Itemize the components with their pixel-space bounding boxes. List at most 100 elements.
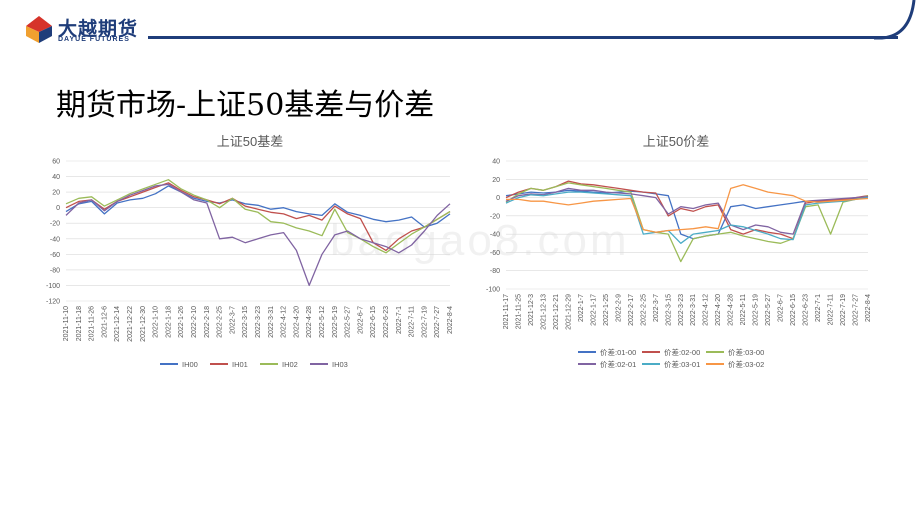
y-tick-label: 20 [492,177,500,184]
legend-label: 价差:02-01 [600,359,636,369]
brand-name-en: DAYUE FUTURES [58,36,130,43]
x-tick-label: 2022-1-7 [578,294,585,322]
brand-logo-icon [26,16,52,43]
x-tick-label: 2022-8-4 [447,306,454,334]
x-tick-label: 2022-1-18 [165,306,172,338]
legend-label: 价差:03-00 [728,347,764,357]
legend-label: 价差:02-00 [664,347,700,357]
x-tick-label: 2022-6-15 [790,294,797,326]
x-tick-label: 2022-5-19 [753,294,760,326]
series-line-3 [505,182,869,263]
chart-title: 上证50基差 [217,134,283,149]
x-tick-label: 2022-1-17 [590,294,597,326]
y-tick-label: 20 [52,190,60,197]
x-tick-label: 2021-12-21 [553,294,560,330]
y-tick-label: -120 [46,299,60,306]
x-tick-label: 2022-4-12 [281,306,288,338]
series-line-1 [65,185,451,228]
watermark: baogao8.com [330,216,630,265]
x-tick-label: 2022-3-31 [268,306,275,338]
x-tick-label: 2021-11-10 [63,306,70,341]
legend-label: 价差:03-02 [728,359,764,369]
x-tick-label: 2021-11-26 [89,306,96,341]
page-title: 期货市场-上证50基差与价差 [56,88,435,123]
legend-label: IH01 [232,360,248,369]
series-line-2 [65,182,451,252]
x-tick-label: 2021-12-22 [127,306,134,342]
y-tick-label: -40 [50,236,60,243]
x-tick-label: 2022-2-18 [204,306,211,338]
legend-label: IH03 [332,360,348,369]
series-line-4 [65,183,451,287]
x-tick-label: 2022-2-9 [615,294,622,322]
x-tick-label: 2022-3-23 [255,306,262,338]
x-tick-label: 2021-12-30 [140,306,147,342]
x-tick-label: 2021-12-14 [114,306,121,342]
x-tick-label: 2021-12-3 [528,294,535,326]
x-tick-label: 2022-8-4 [865,294,872,322]
x-tick-label: 2022-7-27 [853,294,860,326]
y-tick-label: -80 [490,268,500,275]
x-tick-label: 2022-4-20 [715,294,722,326]
x-tick-label: 2021-11-25 [515,294,522,329]
x-tick-label: 2022-3-31 [690,294,697,326]
x-tick-label: 2022-1-26 [178,306,185,338]
x-tick-label: 2022-2-25 [217,306,224,338]
legend-label: IH02 [282,360,298,369]
legend-label: 价差:03-01 [664,359,700,369]
y-tick-label: -60 [50,252,60,259]
x-tick-label: 2022-7-1 [815,294,822,322]
x-tick-label: 2022-3-23 [678,294,685,326]
legend-label: IH00 [182,360,198,369]
y-tick-label: -80 [50,267,60,274]
x-tick-label: 2022-1-25 [603,294,610,326]
y-tick-label: -40 [490,232,500,239]
header-corner-decoration [874,0,916,40]
x-tick-label: 2021-11-18 [76,306,83,341]
header-divider [148,36,898,39]
y-tick-label: 0 [56,205,60,212]
y-tick-label: 40 [492,159,500,166]
x-tick-label: 2022-3-7 [653,294,660,322]
x-tick-label: 2022-2-17 [628,294,635,326]
x-tick-label: 2022-4-20 [293,306,300,338]
x-tick-label: 2022-5-27 [345,306,352,338]
x-tick-label: 2022-6-23 [383,306,390,338]
x-tick-label: 2022-7-27 [434,306,441,338]
x-tick-label: 2022-5-12 [319,306,326,338]
x-tick-label: 2022-5-19 [332,306,339,338]
x-tick-label: 2022-1-10 [153,306,160,338]
x-tick-label: 2021-12-29 [565,294,572,330]
series-line-6 [506,184,869,233]
x-tick-label: 2022-5-11 [740,294,747,326]
x-tick-label: 2022-3-7 [229,306,236,334]
x-tick-label: 2022-2-25 [640,294,647,326]
x-tick-label: 2022-2-10 [191,306,198,338]
x-tick-label: 2022-6-7 [778,294,785,322]
series-line-5 [505,191,869,244]
brand-name-cn: 大越期货 [58,18,139,40]
x-tick-label: 2021-12-13 [540,294,547,330]
y-tick-label: 0 [496,195,500,202]
x-tick-label: 2022-7-1 [396,306,403,334]
y-tick-label: 40 [52,174,60,181]
y-tick-label: -20 [490,213,500,220]
x-tick-label: 2022-7-19 [421,306,428,338]
legend-label: 价差:01-00 [600,347,636,357]
x-tick-label: 2022-7-19 [840,294,847,326]
x-tick-label: 2022-5-27 [765,294,772,326]
y-tick-label: -60 [490,250,500,257]
x-tick-label: 2022-4-28 [728,294,735,326]
x-tick-label: 2022-3-15 [242,306,249,338]
series-line-2 [505,180,869,240]
y-tick-label: -100 [486,287,500,294]
brand-logo: 大越期货 DAYUE FUTURES [24,12,154,48]
x-tick-label: 2022-7-11 [828,294,835,326]
x-tick-label: 2021-12-6 [101,306,108,338]
x-tick-label: 2022-7-11 [409,306,416,338]
y-tick-label: 60 [52,159,60,166]
x-tick-label: 2021-11-17 [503,294,510,329]
x-tick-label: 2022-6-7 [357,306,364,334]
series-line-4 [505,187,869,235]
series-line-3 [65,179,451,254]
